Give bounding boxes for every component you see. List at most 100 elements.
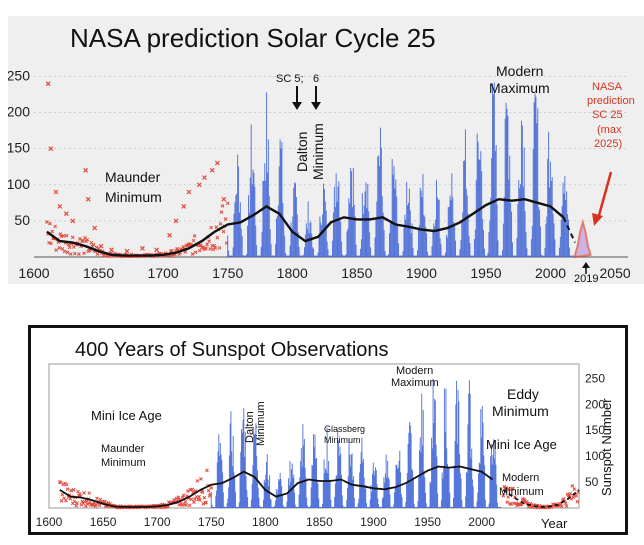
early-observation-mark (181, 204, 187, 209)
projected-observation-mark (509, 502, 513, 507)
projected-observation-mark (563, 501, 568, 505)
y-tick-label: 200 (8, 104, 30, 120)
early-observation-mark (82, 491, 86, 495)
early-observation-mark (220, 204, 225, 208)
x-tick-label: 1700 (144, 515, 171, 529)
early-observation-mark (197, 248, 202, 253)
early-observation-mark (71, 488, 76, 492)
x-tick-label: 1750 (212, 265, 243, 281)
smoothed-sunspot-line (59, 465, 494, 508)
early-observation-mark (72, 499, 77, 504)
eddy-label-2: Minimum (492, 403, 549, 419)
early-observation-mark (190, 252, 195, 256)
sc6-arrow-icon (311, 86, 321, 110)
modern-max-label-2: Maximum (489, 80, 550, 96)
projected-observation-mark (567, 493, 572, 498)
early-observation-mark (48, 221, 52, 226)
early-observation-mark (187, 242, 192, 247)
early-observation-mark (204, 246, 208, 251)
early-observation-mark (208, 247, 212, 251)
nasa-label-1: NASA (592, 81, 623, 93)
early-observation-mark (74, 503, 79, 508)
early-observation-mark (200, 490, 205, 495)
sc5-label: SC 5; (276, 73, 304, 85)
early-observation-mark (193, 250, 198, 255)
y-tick-label: 250 (8, 67, 30, 83)
early-observation-mark (98, 243, 104, 249)
year-2019-arrow-icon (582, 262, 590, 274)
x-tick-label: 1800 (277, 265, 308, 281)
early-observation-mark (57, 246, 62, 250)
early-observation-mark (189, 497, 194, 502)
nasa-label-4: (max (597, 124, 622, 136)
early-observation-mark (181, 244, 186, 249)
projected-observation-mark (505, 500, 510, 505)
early-observation-mark (87, 491, 92, 495)
early-observation-mark (175, 498, 180, 502)
x-tick-label: 1600 (18, 265, 49, 281)
early-observation-mark (65, 250, 70, 255)
projected-observation-mark (526, 505, 531, 510)
early-observation-mark (209, 485, 214, 490)
sc6-label: 6 (313, 73, 319, 85)
early-observation-mark (62, 249, 67, 254)
early-observation-mark (180, 495, 185, 500)
y-tick-label: 250 (585, 371, 605, 385)
early-observation-mark (70, 235, 75, 240)
early-observation-mark (124, 248, 130, 254)
dalton-label-1: Dalton (294, 132, 310, 172)
projected-observation-mark (507, 487, 511, 492)
nasa-label-3: SC 25 (592, 109, 623, 121)
early-observation-mark (109, 247, 114, 253)
projection-line (502, 489, 580, 508)
early-observation-mark (209, 225, 214, 230)
x-tick-label: 1700 (148, 265, 179, 281)
projected-observation-mark (506, 495, 511, 499)
early-observation-mark (95, 496, 99, 501)
early-observation-mark (97, 503, 102, 508)
x-tick-label: 2000 (535, 265, 566, 281)
early-observation-mark (48, 146, 54, 152)
modern-max-label-1: Modern (496, 63, 543, 79)
projected-observation-mark (559, 504, 564, 509)
nasa-label-2: prediction (587, 95, 635, 107)
early-observation-mark (77, 252, 81, 256)
early-observation-mark (187, 503, 192, 508)
x-tick-label: 1650 (90, 515, 117, 529)
projected-observation-mark (511, 486, 515, 491)
early-observation-mark (204, 500, 208, 505)
modern-max-label-1: Modern (396, 365, 433, 377)
chart-title: 400 Years of Sunspot Observations (75, 339, 389, 361)
early-observation-mark (179, 503, 184, 507)
early-observation-mark (82, 251, 86, 256)
x-tick-label: 1900 (360, 515, 387, 529)
early-observation-mark (173, 218, 179, 224)
early-observation-mark (91, 242, 96, 247)
x-tick-label: 1900 (406, 265, 437, 281)
early-observation-mark (45, 81, 51, 87)
early-observation-mark (94, 502, 99, 507)
early-observation-mark (167, 232, 173, 238)
x-tick-label: 1850 (306, 515, 333, 529)
early-observation-mark (66, 242, 71, 247)
prediction-link-line (562, 216, 576, 243)
early-observation-mark (65, 487, 70, 491)
y-axis-label: Sunspot Number (599, 398, 614, 496)
early-observation-mark (183, 499, 188, 504)
projected-observation-mark (572, 487, 577, 491)
early-observation-mark (195, 479, 200, 483)
early-observation-mark (207, 239, 211, 244)
nasa-prediction-chart-panel: NASA prediction Solar Cycle 25 50 100 150 2… (8, 16, 644, 284)
early-observation-mark (64, 498, 68, 503)
nasa-prediction-chart: NASA prediction Solar Cycle 25 50 100 150 2… (8, 23, 635, 284)
sunspot-observations-chart: 400 Years of Sunspot Observations 50 100 1… (36, 339, 614, 531)
early-observation-mark (181, 493, 186, 498)
early-observation-mark (191, 238, 196, 243)
prediction-arrow-icon (592, 171, 613, 226)
maunder-label-2: Minimum (105, 189, 162, 205)
projected-observation-mark (504, 485, 509, 490)
x-tick-label: 2000 (468, 515, 495, 529)
early-observation-mark (71, 245, 76, 249)
early-observation-mark (45, 220, 49, 224)
x-tick-label: 1800 (252, 515, 279, 529)
